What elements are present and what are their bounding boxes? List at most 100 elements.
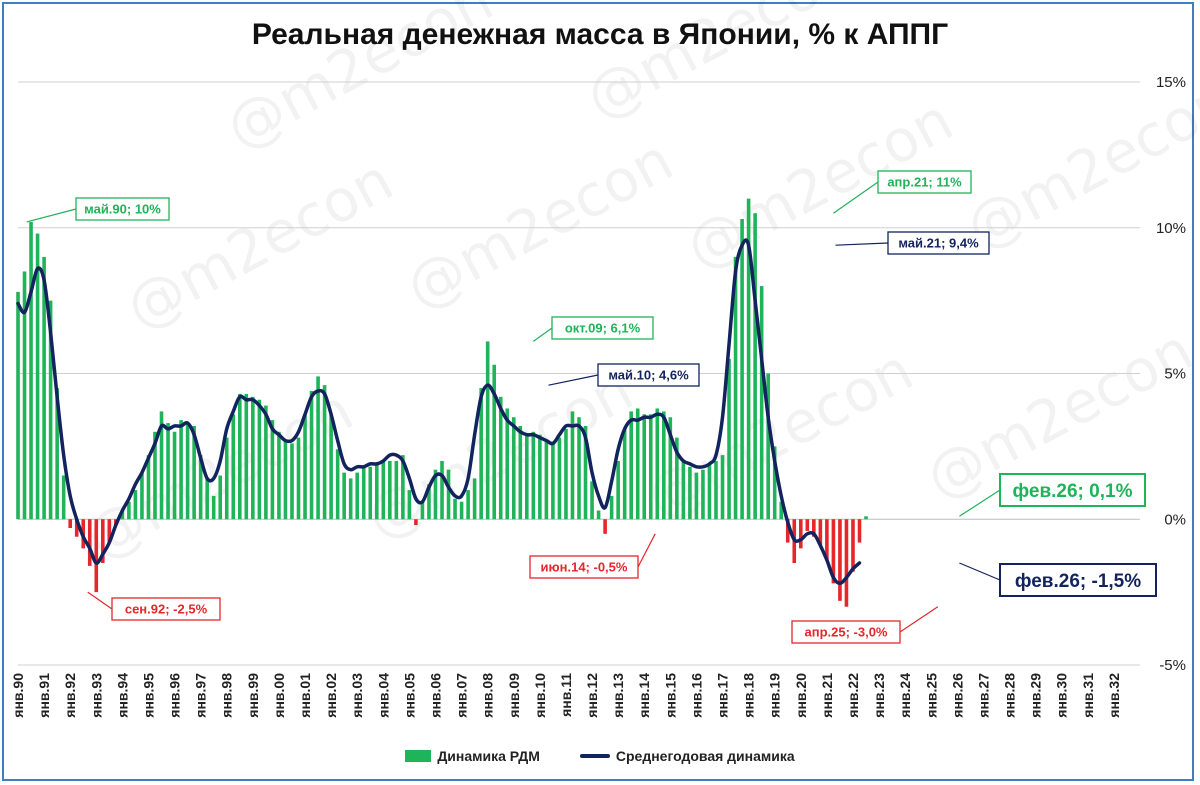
data-bar xyxy=(864,516,868,520)
x-tick-label: янв.21 xyxy=(819,673,835,718)
chart-title: Реальная денежная масса в Японии, % к АП… xyxy=(251,18,949,51)
x-tick-label: янв.03 xyxy=(349,673,365,718)
legend: Динамика РДМ Среднегодовая динамика xyxy=(0,748,1200,764)
data-bar xyxy=(140,472,144,520)
annotation-leader xyxy=(959,562,1001,581)
data-bar xyxy=(198,455,203,520)
x-tick-label: янв.99 xyxy=(245,673,261,718)
data-bar xyxy=(557,437,562,520)
data-bar xyxy=(753,213,757,520)
x-tick-label: янв.09 xyxy=(506,673,522,718)
x-tick-label: янв.22 xyxy=(845,673,861,718)
x-tick-label: янв.15 xyxy=(662,673,678,718)
data-bar xyxy=(583,425,588,520)
x-tick-label: янв.98 xyxy=(219,673,235,718)
x-tick-label: янв.30 xyxy=(1054,673,1070,718)
data-bar xyxy=(825,519,829,561)
data-bar xyxy=(701,469,705,520)
data-bar xyxy=(322,385,327,520)
data-bar xyxy=(440,460,444,520)
annotation-leader xyxy=(87,591,113,610)
data-bar xyxy=(622,428,627,520)
watermark-text: @m2econ xyxy=(575,0,864,132)
data-bar xyxy=(166,423,170,520)
x-tick-label: янв.96 xyxy=(167,673,183,718)
annotation-leader xyxy=(26,208,77,223)
data-bar xyxy=(414,519,418,526)
data-bar xyxy=(492,364,496,520)
data-bar xyxy=(759,286,764,520)
x-tick-label: янв.25 xyxy=(923,673,939,718)
annotation-label: фев.26; 0,1% xyxy=(1013,481,1133,502)
data-bar xyxy=(772,446,777,520)
y-tick-label: 10% xyxy=(1156,220,1186,237)
x-tick-label: янв.11 xyxy=(558,673,574,717)
data-bar xyxy=(694,472,699,520)
x-tick-label: янв.05 xyxy=(401,673,417,718)
data-bar xyxy=(303,414,307,520)
data-bar xyxy=(87,519,92,566)
annotation-leader xyxy=(899,606,939,633)
annotation-label: май.10; 4,6% xyxy=(608,368,689,383)
data-bar xyxy=(316,376,320,520)
data-bar xyxy=(779,501,784,520)
data-bar xyxy=(153,431,157,520)
annotation-box xyxy=(551,316,654,340)
data-bar xyxy=(616,460,620,520)
watermark-text: @m2econ xyxy=(75,376,364,573)
x-tick-label: янв.02 xyxy=(323,673,339,718)
annotations: май.90; 10% сен.92; -2,5% окт.09; 6,1% май.… xyxy=(26,170,1157,644)
annotation-leader xyxy=(548,374,599,386)
data-bar xyxy=(394,460,399,520)
data-bar xyxy=(388,460,392,520)
data-bar xyxy=(485,341,490,520)
data-bar xyxy=(785,519,790,543)
data-bar xyxy=(812,519,816,537)
data-bar xyxy=(29,221,33,520)
data-bar xyxy=(48,300,53,520)
x-tick-label: янв.10 xyxy=(532,673,548,718)
data-bar xyxy=(844,519,849,607)
data-bar xyxy=(290,443,294,520)
data-bar xyxy=(466,490,470,520)
data-bar xyxy=(433,469,438,520)
data-bar xyxy=(525,434,529,520)
annotation-label: окт.09; 6,1% xyxy=(565,321,641,336)
annotation-box xyxy=(597,363,700,387)
data-bar xyxy=(101,519,105,563)
x-tick-label: янв.93 xyxy=(88,673,104,718)
data-bar xyxy=(544,440,549,520)
y-tick-label: 5% xyxy=(1164,366,1186,383)
annotation-label: фев.26; -1,5% xyxy=(1015,571,1141,592)
x-tick-label: янв.14 xyxy=(636,673,652,718)
data-bar xyxy=(681,460,686,520)
data-bar xyxy=(727,358,731,520)
x-tick-label: янв.97 xyxy=(193,673,209,718)
data-bar xyxy=(348,478,353,520)
data-bar xyxy=(211,495,216,520)
data-bar xyxy=(766,373,770,520)
data-bar xyxy=(570,411,575,520)
data-bar xyxy=(22,271,27,520)
data-bar xyxy=(590,481,594,520)
data-bar xyxy=(648,414,653,520)
data-bar xyxy=(831,519,836,584)
data-bar xyxy=(224,437,229,520)
data-bar xyxy=(446,469,451,520)
annotation-box xyxy=(877,170,972,194)
data-bar xyxy=(361,466,366,520)
x-tick-label: янв.00 xyxy=(271,673,287,718)
annotation-box xyxy=(529,555,639,579)
data-bar xyxy=(564,428,568,520)
annotation-box xyxy=(111,597,221,621)
x-tick-label: янв.20 xyxy=(793,673,809,718)
x-tick-label: янв.12 xyxy=(584,673,600,718)
data-bar xyxy=(668,417,673,520)
data-bar xyxy=(231,414,236,520)
data-bar xyxy=(838,519,842,601)
data-bar xyxy=(407,490,412,520)
data-bar xyxy=(179,420,183,520)
data-bar xyxy=(662,411,666,520)
